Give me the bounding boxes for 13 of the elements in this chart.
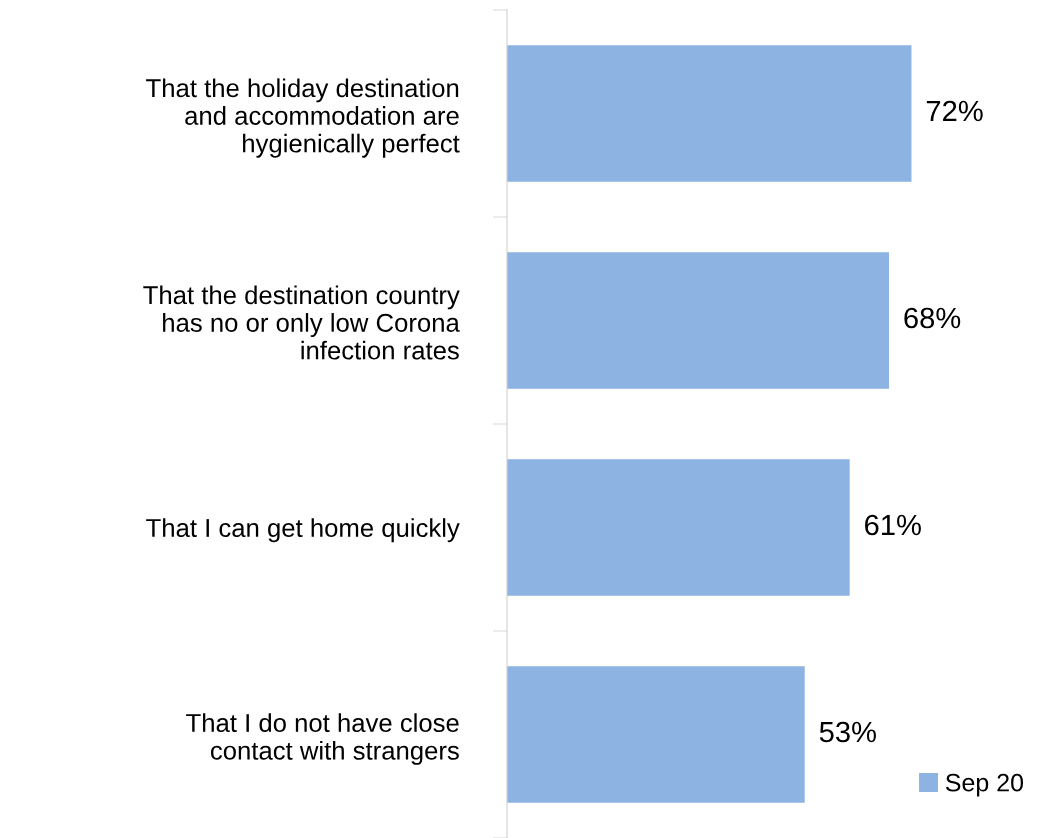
data-label: 68% <box>904 307 961 329</box>
bar <box>507 45 912 182</box>
bar <box>507 666 805 803</box>
y-tick-label: That I do not have close contact with strangers <box>186 713 459 765</box>
data-label: 61% <box>865 514 921 536</box>
y-tick-label: That the holiday destination and accommodation are hygienically perfect <box>146 78 460 158</box>
legend-label: Sep 20 <box>945 773 1024 797</box>
y-tick-label: That the destination country has no or only low Corona infection rates <box>143 285 460 360</box>
data-label: 53% <box>819 721 876 743</box>
bar <box>507 252 890 389</box>
data-label: 72% <box>926 100 983 122</box>
bar <box>507 459 850 596</box>
y-tick-label: That I can get home quickly <box>146 518 460 543</box>
